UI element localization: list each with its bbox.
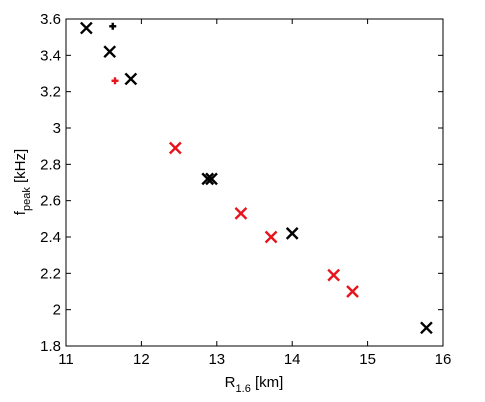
y-tick-label: 3.6 [40,11,61,28]
data-point-x-marker [103,45,117,59]
data-marks [80,21,433,335]
x-axis-title: R1.6 [km] [225,374,284,395]
y-axis-title: fpeak [kHz] [12,149,33,215]
y-tick-label: 3.4 [40,47,61,64]
y-tick-label: 1.8 [40,338,61,355]
y-tick-label: 2 [53,302,61,319]
data-point-x-marker [420,321,433,335]
y-tick-label: 2.2 [40,265,61,282]
y-axis-title-unit: [kHz] [12,149,29,187]
x-axis-title-base: R [225,374,236,391]
data-point-x-marker [264,230,278,244]
data-point-x-marker [124,72,138,86]
x-tick-label: 14 [284,351,301,368]
axis-ticks: 11 12 13 14 15 16 1.8 2 2.2 2.4 2.6 2.8 3 3.2 3.4 3.6 [40,11,451,368]
y-tick-label: 3.2 [40,84,61,101]
plot-area [65,18,444,347]
y-axis-title-base: f [12,210,29,215]
y-tick-label: 2.8 [40,156,61,173]
y-tick-label: 3 [53,120,61,137]
data-point-x-marker [327,268,341,282]
y-tick-label: 2.6 [40,193,61,210]
x-tick-label: 15 [359,351,376,368]
x-axis-title-unit: [km] [251,374,284,391]
data-point-x-marker [234,207,248,220]
data-point-x-marker [80,21,93,35]
x-tick-label: 11 [58,351,74,368]
data-point-x-marker [168,141,182,155]
x-tick-label: 13 [208,351,225,368]
y-axis-title-subscript: peak [21,187,33,211]
data-point-x-marker [285,227,299,240]
data-point-x-marker [346,285,359,298]
x-tick-label: 16 [435,351,452,368]
x-axis-title-subscript: 1.6 [236,383,251,395]
data-point-plus-marker [109,22,117,30]
x-tick-label: 12 [133,351,150,368]
data-point-plus-marker [111,77,119,85]
data-point-x-marker [205,172,218,186]
y-tick-label: 2.4 [40,229,61,246]
data-point-x-marker [201,172,215,186]
